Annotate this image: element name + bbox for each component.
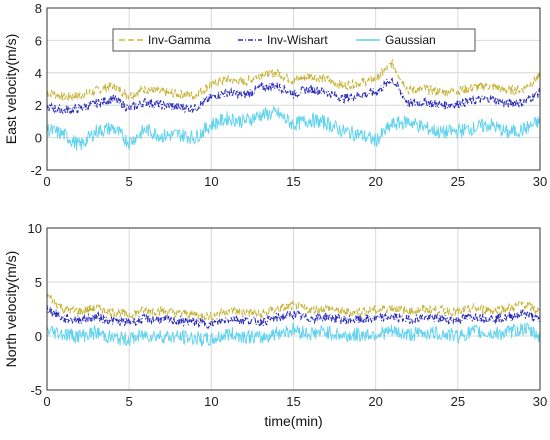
series-line-inv-gamma (46, 58, 540, 103)
y-axis-label: North velocity(m/s) (3, 251, 19, 368)
series-line-gaussian (46, 321, 541, 347)
y-tick-label: 5 (35, 275, 42, 290)
series-line-inv-gamma (46, 293, 541, 322)
legend: Inv-Gamma Inv-Wishart Gaussian (112, 28, 476, 52)
x-tick-label: 15 (286, 394, 300, 409)
x-tick-label: 15 (286, 174, 300, 189)
y-tick-label: 8 (35, 1, 42, 16)
legend-entry: Inv-Gamma (148, 33, 211, 47)
x-tick-label: 20 (368, 174, 382, 189)
legend-entry: Inv-Wishart (267, 33, 328, 47)
x-tick-label: 25 (451, 394, 465, 409)
y-tick-label: 4 (35, 66, 42, 81)
x-tick-label: 30 (533, 394, 547, 409)
plot-frame (46, 227, 541, 391)
series-line-inv-wishart (46, 304, 541, 329)
y-tick-label: 6 (35, 33, 42, 48)
y-tick-label: 2 (35, 98, 42, 113)
x-axis-label: time(min) (264, 413, 322, 429)
x-tick-label: 30 (533, 174, 547, 189)
plot-frame (46, 7, 541, 171)
legend-entry: Gaussian (385, 33, 436, 47)
x-tick-label: 5 (126, 174, 133, 189)
x-tick-label: 0 (43, 394, 50, 409)
y-tick-label: -2 (30, 163, 42, 178)
y-tick-label: -5 (30, 383, 42, 398)
x-tick-label: 0 (43, 174, 50, 189)
x-tick-label: 10 (204, 174, 218, 189)
x-tick-label: 20 (368, 394, 382, 409)
y-tick-label: 10 (28, 221, 42, 236)
x-tick-label: 10 (204, 394, 218, 409)
y-tick-label: 0 (35, 329, 42, 344)
series-line-inv-wishart (46, 77, 541, 115)
series-line-gaussian (46, 105, 541, 151)
legend-box (112, 28, 476, 52)
x-tick-label: 5 (126, 394, 133, 409)
y-axis-label: East velocity(m/s) (3, 34, 19, 144)
y-tick-label: 0 (35, 131, 42, 146)
x-tick-label: 25 (451, 174, 465, 189)
